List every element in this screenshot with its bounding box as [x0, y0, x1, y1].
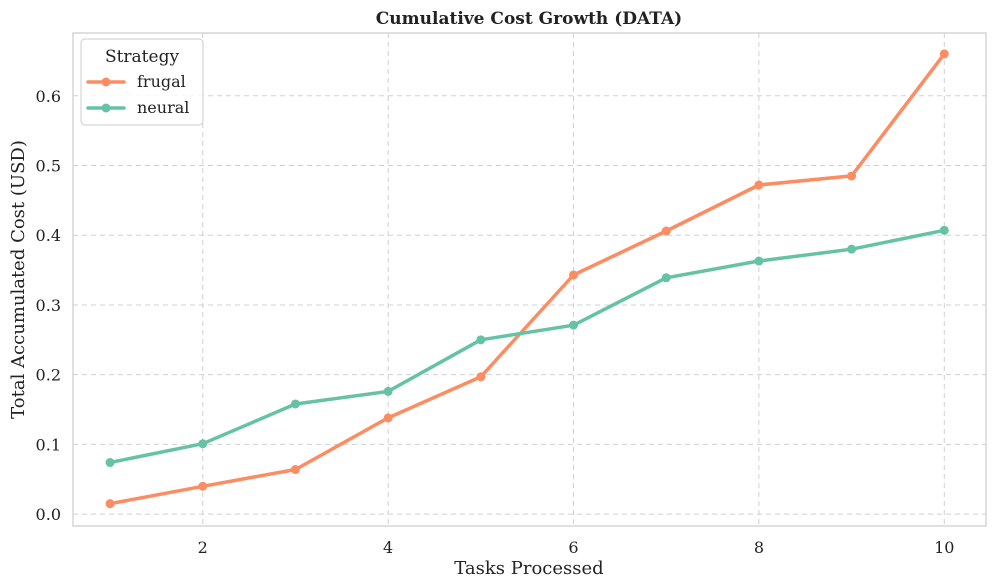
legend-label: frugal — [137, 72, 186, 91]
chart-title: Cumulative Cost Growth (DATA) — [376, 9, 682, 29]
data-point-neural — [754, 256, 764, 266]
series-layer — [105, 49, 949, 509]
data-point-neural — [198, 439, 208, 449]
data-point-frugal — [105, 499, 115, 509]
series-neural — [105, 225, 949, 468]
x-tick-label: 2 — [198, 538, 208, 557]
x-tick-label: 4 — [383, 538, 393, 557]
data-point-neural — [939, 225, 949, 235]
legend-label: neural — [137, 98, 189, 117]
legend-entry-neural: neural — [86, 98, 189, 117]
data-point-frugal — [754, 180, 764, 190]
y-tick-labels: 0.0 0.1 0.2 0.3 0.4 0.5 0.6 — [36, 87, 61, 524]
y-tick-label: 0.5 — [36, 156, 61, 175]
x-tick-label: 8 — [754, 538, 764, 557]
data-point-frugal — [198, 481, 208, 491]
legend-swatch-marker — [101, 77, 111, 87]
data-point-neural — [383, 386, 393, 396]
data-point-neural — [290, 399, 300, 409]
x-axis-label: Tasks Processed — [454, 558, 603, 579]
data-point-neural — [569, 320, 579, 330]
data-point-frugal — [476, 372, 486, 382]
plot-frame — [72, 32, 987, 527]
y-tick-label: 0.4 — [36, 226, 61, 245]
y-tick-label: 0.6 — [36, 87, 61, 106]
series-line-neural — [108, 228, 947, 465]
legend-title: Strategy — [105, 47, 180, 67]
data-point-frugal — [290, 465, 300, 475]
data-point-frugal — [939, 49, 949, 59]
x-tick-labels: 2 4 6 8 10 — [198, 538, 955, 557]
y-tick-label: 0.1 — [36, 435, 61, 454]
data-point-frugal — [847, 171, 857, 181]
series-frugal — [105, 49, 949, 509]
y-tick-label: 0.2 — [36, 366, 61, 385]
legend-entry-frugal: frugal — [86, 72, 186, 91]
y-tick-label: 0.0 — [36, 505, 61, 524]
series-line-frugal — [108, 52, 947, 506]
x-tick-label: 10 — [934, 538, 954, 557]
legend-entries: frugal neural — [86, 72, 189, 117]
data-point-neural — [476, 335, 486, 345]
data-point-neural — [661, 273, 671, 283]
x-tick-label: 6 — [568, 538, 578, 557]
y-tick-label: 0.3 — [36, 296, 61, 315]
legend-swatch-marker — [101, 103, 111, 113]
legend: Strategy frugal neural — [80, 38, 204, 126]
data-point-frugal — [383, 413, 393, 423]
y-axis-label: Total Accumulated Cost (USD) — [8, 140, 29, 419]
data-point-neural — [847, 244, 857, 254]
legend-box — [80, 38, 204, 126]
data-point-frugal — [661, 226, 671, 236]
data-point-neural — [105, 458, 115, 468]
data-point-frugal — [569, 270, 579, 280]
